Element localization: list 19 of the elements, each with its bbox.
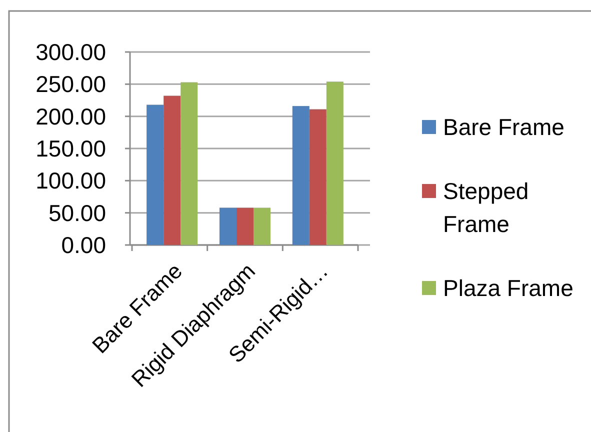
y-tick-label: 300.00 [36,39,106,66]
y-tick-label: 250.00 [36,71,106,98]
bar [254,208,271,245]
bar [326,82,344,245]
bar [309,109,326,245]
y-tick-label: 0.00 [61,232,106,258]
bar [146,104,164,245]
legend-label: Stepped Frame [443,178,529,238]
y-tick-label: 100.00 [36,168,106,194]
bar [219,208,236,245]
bar [180,82,198,245]
bar [236,208,254,245]
bar [292,106,310,245]
bar [164,96,181,245]
legend-label: Bare Frame [443,114,564,140]
y-tick-label: 50.00 [48,200,106,226]
y-tick-label: 200.00 [36,103,106,130]
legend-label: Plaza Frame [443,275,574,302]
y-tick-label: 150.00 [36,136,106,162]
